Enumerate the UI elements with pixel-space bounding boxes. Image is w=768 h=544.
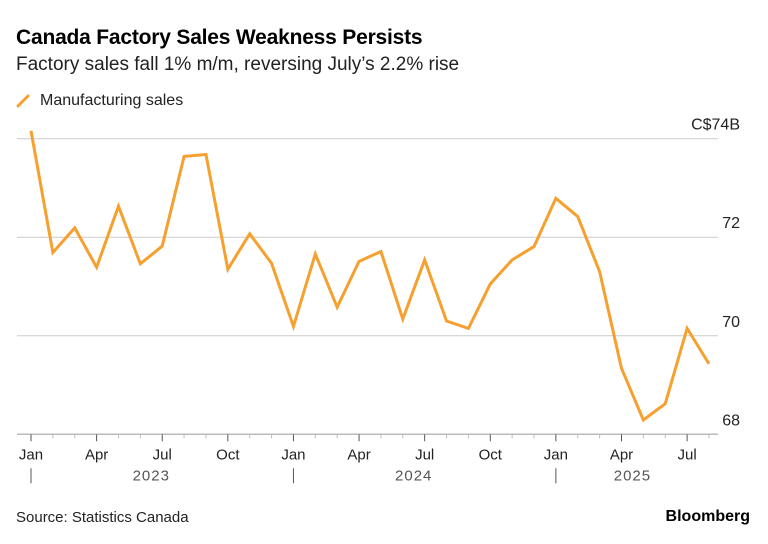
bloomberg-logo: Bloomberg — [665, 508, 750, 525]
y-tick-label: C$74B — [691, 117, 740, 134]
y-tick-label: 72 — [722, 215, 740, 232]
x-tick-label: Apr — [85, 446, 108, 463]
source-note: Source: Statistics Canada — [16, 509, 189, 526]
x-tick-label: Oct — [479, 446, 503, 463]
legend-line-icon — [16, 94, 30, 108]
x-tick-label: Jan — [19, 446, 43, 463]
x-tick-label: Oct — [216, 446, 240, 463]
legend: Manufacturing sales — [16, 92, 183, 110]
y-tick-label: 70 — [722, 314, 740, 331]
x-tick-label: Jan — [281, 446, 305, 463]
x-tick-label: Jul — [678, 446, 697, 463]
legend-label: Manufacturing sales — [40, 92, 184, 109]
chart-subtitle: Factory sales fall 1% m/m, reversing Jul… — [16, 54, 460, 75]
x-tick-label: Apr — [347, 446, 370, 463]
x-tick-label: Jul — [153, 446, 172, 463]
x-year-label: 2025 — [614, 467, 651, 484]
x-year-label: 2024 — [395, 467, 432, 484]
x-tick-label: Jul — [415, 446, 434, 463]
x-year-label: 2023 — [133, 467, 170, 484]
y-tick-label: 68 — [722, 412, 740, 429]
series-line-manufacturing-sales — [29, 130, 711, 423]
x-tick-label: Apr — [610, 446, 633, 463]
x-tick-label: Jan — [544, 446, 568, 463]
chart-title: Canada Factory Sales Weakness Persists — [16, 26, 423, 49]
